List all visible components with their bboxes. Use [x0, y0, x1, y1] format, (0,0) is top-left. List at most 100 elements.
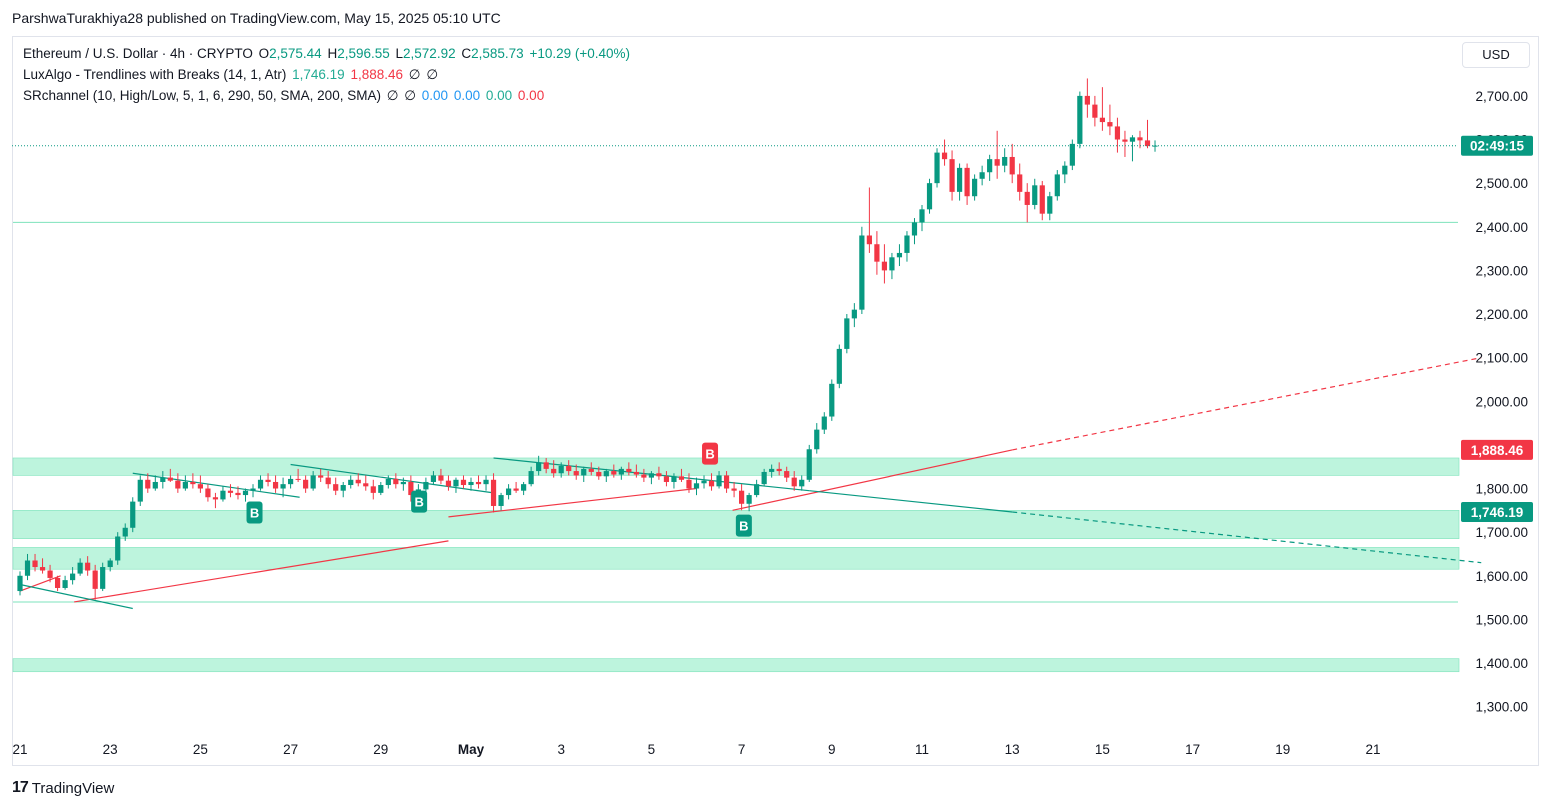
candle[interactable]	[1024, 183, 1030, 223]
candle[interactable]	[167, 468, 173, 482]
candle[interactable]	[596, 466, 602, 480]
candle[interactable]	[145, 473, 151, 493]
candle[interactable]	[581, 466, 587, 482]
candle[interactable]	[430, 471, 437, 486]
candle[interactable]	[242, 488, 249, 502]
candle[interactable]	[197, 475, 203, 493]
candle[interactable]	[295, 468, 301, 482]
candle[interactable]	[85, 556, 91, 576]
candle[interactable]	[400, 477, 406, 491]
candle[interactable]	[265, 473, 271, 487]
candle[interactable]	[746, 492, 752, 512]
candle[interactable]	[1032, 178, 1038, 210]
candle[interactable]	[769, 464, 775, 478]
candle[interactable]	[24, 553, 31, 581]
axis-price-label[interactable]: 1,746.19	[1461, 501, 1533, 522]
candle[interactable]	[152, 475, 158, 491]
symbol-title[interactable]: Ethereum / U.S. Dollar · 4h · CRYPTO	[23, 46, 253, 61]
candle[interactable]	[708, 473, 715, 491]
candle[interactable]	[671, 473, 677, 489]
candle[interactable]	[257, 475, 264, 491]
candle[interactable]	[212, 492, 219, 509]
candle[interactable]	[626, 462, 632, 476]
break-signal-break-up[interactable]: B	[735, 514, 752, 537]
candle[interactable]	[1039, 180, 1045, 221]
candle[interactable]	[475, 475, 482, 489]
candle[interactable]	[964, 163, 970, 205]
candle[interactable]	[543, 457, 549, 474]
candle[interactable]	[1054, 170, 1060, 201]
candle[interactable]	[851, 303, 857, 328]
candle[interactable]	[911, 218, 918, 245]
candle[interactable]	[318, 468, 324, 482]
candle[interactable]	[874, 231, 880, 275]
candle[interactable]	[1062, 161, 1068, 184]
candle[interactable]	[716, 471, 722, 489]
candle[interactable]	[656, 466, 662, 480]
candle[interactable]	[588, 462, 594, 476]
candle[interactable]	[1017, 163, 1023, 201]
candle[interactable]	[370, 479, 376, 500]
candle[interactable]	[250, 484, 256, 498]
candle[interactable]	[47, 564, 53, 583]
candle[interactable]	[784, 466, 790, 482]
candle[interactable]	[333, 477, 339, 496]
candle[interactable]	[378, 481, 384, 496]
candle[interactable]	[866, 187, 872, 253]
candle[interactable]	[889, 252, 895, 280]
candle[interactable]	[648, 471, 654, 485]
candle[interactable]	[445, 475, 452, 491]
candle[interactable]	[393, 473, 399, 489]
candle[interactable]	[348, 475, 354, 489]
candle[interactable]	[1009, 143, 1015, 184]
candle[interactable]	[288, 475, 294, 489]
indicator-name-luxalgo[interactable]: LuxAlgo - Trendlines with Breaks (14, 1,…	[23, 67, 287, 82]
candle[interactable]	[1002, 148, 1008, 173]
candle[interactable]	[505, 484, 512, 500]
candle[interactable]	[956, 163, 963, 201]
candle[interactable]	[460, 475, 467, 489]
candle[interactable]	[844, 314, 850, 354]
candle[interactable]	[919, 204, 925, 232]
candle[interactable]	[994, 130, 1000, 179]
candle[interactable]	[62, 575, 68, 590]
candle[interactable]	[761, 468, 767, 487]
candle[interactable]	[1114, 117, 1121, 153]
candle[interactable]	[175, 473, 181, 493]
candle[interactable]	[100, 562, 106, 592]
candle[interactable]	[611, 464, 617, 478]
candle[interactable]	[160, 471, 166, 489]
candle[interactable]	[107, 558, 113, 572]
candle[interactable]	[686, 473, 692, 493]
candle[interactable]	[272, 475, 279, 493]
candle[interactable]	[54, 575, 61, 592]
candle[interactable]	[1047, 191, 1053, 221]
break-signal-break-up[interactable]: B	[411, 490, 428, 513]
candle[interactable]	[799, 475, 805, 491]
candle[interactable]	[182, 475, 188, 491]
candle[interactable]	[573, 464, 579, 480]
candle[interactable]	[949, 150, 955, 201]
candle[interactable]	[130, 497, 136, 533]
candle[interactable]	[1084, 78, 1090, 118]
candle[interactable]	[1144, 119, 1151, 149]
candle[interactable]	[1107, 104, 1113, 136]
candle[interactable]	[92, 564, 98, 600]
candle[interactable]	[408, 475, 414, 502]
candle[interactable]	[731, 481, 737, 498]
candle[interactable]	[521, 481, 527, 496]
candle[interactable]	[340, 481, 346, 498]
candle[interactable]	[941, 139, 948, 166]
candle[interactable]	[355, 473, 361, 487]
candle[interactable]	[490, 473, 497, 513]
candle[interactable]	[310, 471, 316, 491]
candle[interactable]	[363, 475, 369, 491]
candle[interactable]	[205, 484, 211, 502]
candle[interactable]	[468, 477, 474, 491]
indicator-legend-srchannel[interactable]: SRchannel (10, High/Low, 5, 1, 6, 290, 5…	[23, 88, 546, 104]
candle[interactable]	[227, 484, 234, 498]
candle[interactable]	[77, 558, 83, 576]
candle[interactable]	[678, 468, 685, 482]
candle[interactable]	[1099, 87, 1105, 131]
